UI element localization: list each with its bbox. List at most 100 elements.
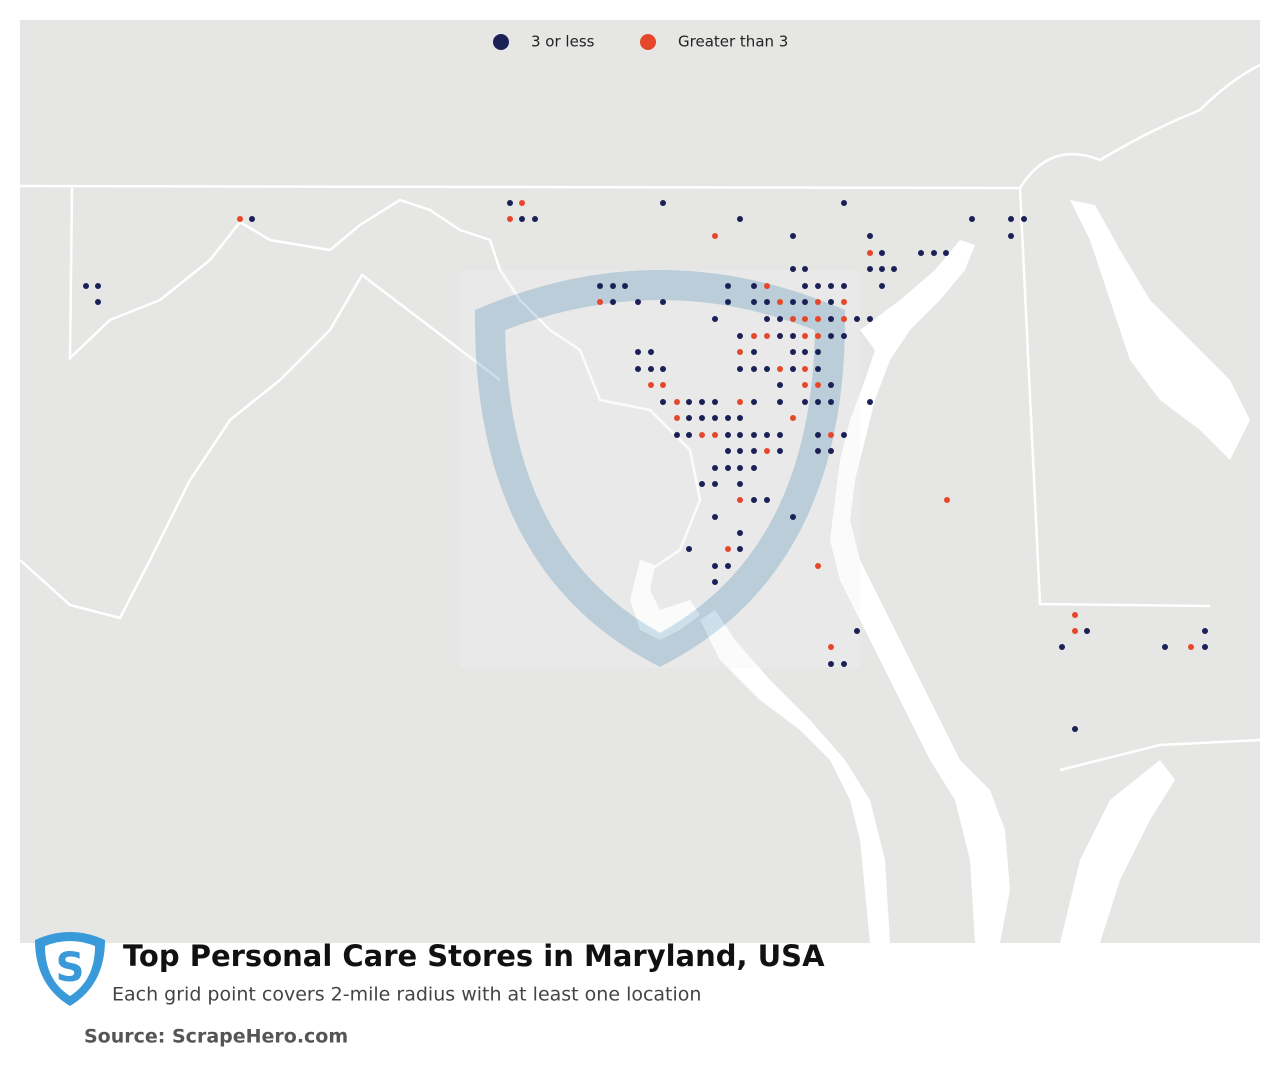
grid-point [764,333,770,339]
grid-point [1084,628,1090,634]
grid-point [660,200,666,206]
grid-point [597,283,603,289]
grid-point [635,299,641,305]
legend-label: Greater than 3 [678,33,788,51]
grid-point [725,546,731,552]
grid-point [802,316,808,322]
grid-point [828,316,834,322]
grid-point [737,546,743,552]
grid-point [1202,628,1208,634]
grid-point [686,432,692,438]
grid-point [867,250,873,256]
grid-point [879,266,885,272]
grid-point [751,333,757,339]
grid-point [790,415,796,421]
grid-point [737,366,743,372]
grid-point [737,216,743,222]
grid-point [737,481,743,487]
grid-point [891,266,897,272]
grid-point [751,399,757,405]
grid-point [802,266,808,272]
grid-point [712,563,718,569]
grid-point [1072,628,1078,634]
grid-point [519,200,525,206]
grid-point [828,333,834,339]
grid-point [712,399,718,405]
grid-point [828,299,834,305]
grid-point [802,382,808,388]
grid-point [815,448,821,454]
grid-point [1072,612,1078,618]
grid-point [777,432,783,438]
grid-point [777,299,783,305]
grid-point [751,366,757,372]
grid-point [725,283,731,289]
grid-point [879,250,885,256]
grid-point [660,382,666,388]
grid-point [725,465,731,471]
grid-point [815,432,821,438]
grid-point [686,415,692,421]
grid-point [751,448,757,454]
grid-point [532,216,538,222]
grid-point [802,299,808,305]
grid-point [764,316,770,322]
grid-point [699,399,705,405]
grid-point [237,216,243,222]
watermark [460,270,860,668]
grid-point [944,497,950,503]
grid-point [635,349,641,355]
grid-point [712,514,718,520]
grid-point [841,333,847,339]
grid-point [737,497,743,503]
grid-point [764,283,770,289]
grid-point [751,283,757,289]
grid-point [660,299,666,305]
grid-point [737,399,743,405]
grid-point [597,299,603,305]
grid-point [815,316,821,322]
grid-point [777,316,783,322]
grid-point [751,465,757,471]
grid-point [828,644,834,650]
grid-point [777,366,783,372]
grid-point [648,382,654,388]
grid-point [610,283,616,289]
water [630,200,1250,943]
grid-point [712,579,718,585]
grid-point [725,432,731,438]
grid-point [95,283,101,289]
grid-point [1162,644,1168,650]
grid-point [519,216,525,222]
grid-point [751,299,757,305]
grid-point [931,250,937,256]
grid-point [610,299,616,305]
grid-point [790,366,796,372]
grid-point [841,299,847,305]
grid-point [751,349,757,355]
grid-point [712,316,718,322]
legend-label: 3 or less [531,33,595,51]
grid-point [648,349,654,355]
svg-text:S: S [56,945,85,991]
grid-point [867,266,873,272]
grid-point [918,250,924,256]
legend-marker [493,34,509,50]
grid-point [737,448,743,454]
grid-point [507,200,513,206]
grid-point [95,299,101,305]
grid-point [802,399,808,405]
grid-point [712,432,718,438]
grid-point [828,399,834,405]
grid-point [686,546,692,552]
grid-point [725,299,731,305]
grid-point [648,366,654,372]
legend-marker [640,34,656,50]
grid-point [790,514,796,520]
grid-point [790,233,796,239]
grid-point [815,333,821,339]
grid-point [1072,726,1078,732]
grid-point [674,415,680,421]
grid-point [83,283,89,289]
